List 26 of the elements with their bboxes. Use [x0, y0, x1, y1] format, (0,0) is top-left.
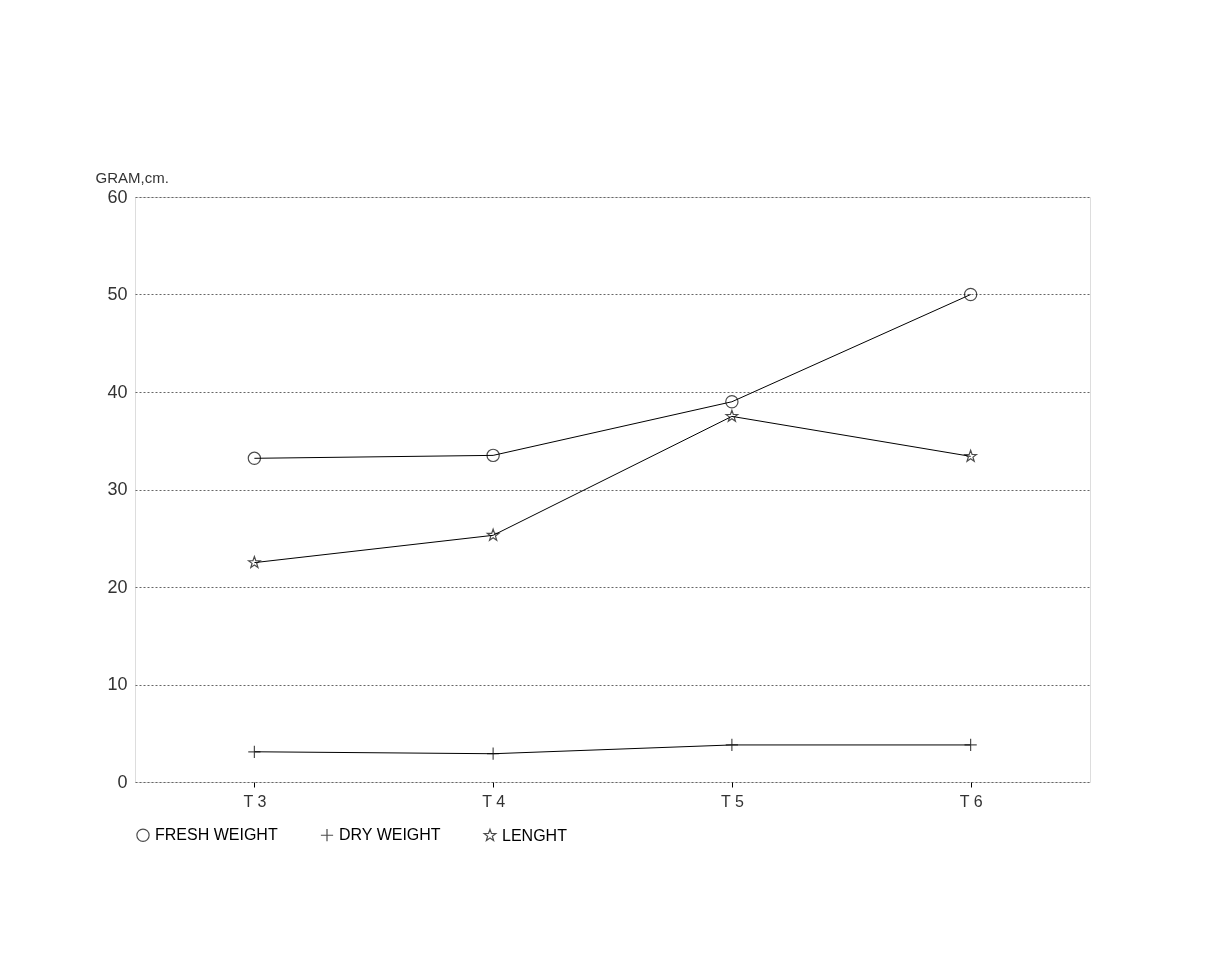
x-tick-label: T 4 — [482, 792, 506, 810]
x-tick-label: T 5 — [720, 792, 744, 810]
y-tick-label: 10 — [107, 674, 128, 694]
y-tick-label: 60 — [107, 186, 128, 207]
point — [963, 287, 978, 302]
legend-label: LENGHT — [502, 826, 568, 844]
point — [247, 745, 262, 759]
y-tick-label: 0 — [117, 771, 128, 792]
y-tick-label: 30 — [107, 479, 128, 499]
point — [964, 449, 978, 462]
legend-label: DRY WEIGHT — [339, 826, 441, 844]
y-tick-label: 50 — [107, 284, 128, 304]
point — [963, 738, 978, 752]
point — [725, 738, 739, 752]
y-tick-label: 20 — [107, 576, 128, 597]
x-tick-label: T 3 — [243, 792, 267, 810]
legend-label: FRESH WEIGHT — [155, 826, 278, 844]
x-tick-label: T 6 — [959, 792, 983, 810]
y-tick-label: 40 — [107, 381, 128, 402]
point — [725, 409, 739, 422]
point — [247, 555, 261, 569]
point — [486, 528, 500, 541]
point — [247, 451, 262, 466]
y-axis-title: GRAM,cm. — [95, 168, 169, 186]
point — [725, 395, 739, 409]
point — [486, 448, 500, 463]
